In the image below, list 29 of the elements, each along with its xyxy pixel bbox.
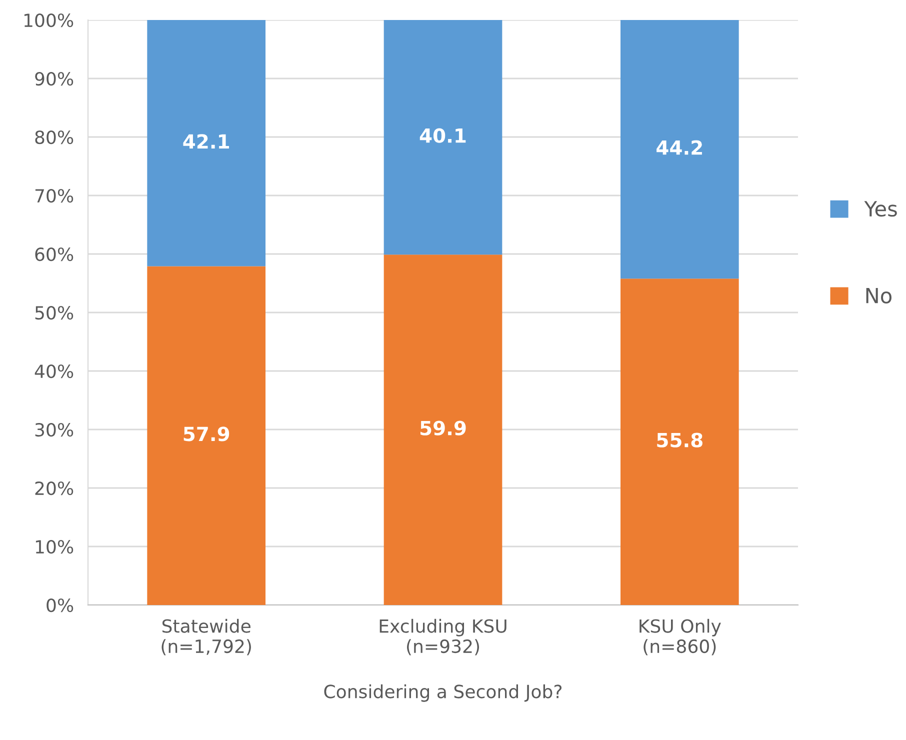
y-tick-label: 40% [34, 364, 74, 378]
bar [384, 20, 502, 255]
bar [620, 278, 739, 605]
y-tick-label: 90% [35, 72, 74, 86]
data-label: 57.9 [184, 426, 230, 442]
y-tick-label: 70% [35, 188, 74, 203]
y-tick-label: 30% [35, 422, 74, 437]
data-label: 42.1 [183, 134, 229, 149]
data-label: 59.9 [420, 420, 466, 436]
bar [620, 20, 739, 279]
bar [147, 20, 266, 266]
legend-label: No [866, 288, 892, 304]
y-tick-label: 10% [36, 540, 74, 554]
legend-label: Yes [864, 201, 897, 217]
bar [384, 254, 502, 605]
y-tick-label: 100% [24, 13, 74, 28]
data-label: 44.2 [656, 140, 702, 155]
x-tick-label: Excluding KSU (n=932) [380, 618, 506, 656]
data-label: 55.8 [657, 432, 702, 448]
data-label: 40.1 [420, 128, 466, 143]
y-tick-label: 20% [35, 481, 74, 496]
y-tick-label: 80% [35, 130, 74, 144]
bar [147, 266, 266, 605]
x-tick-label: Statewide (n=1,792) [162, 618, 251, 656]
x-axis-title: Considering a Second Job? [324, 684, 562, 702]
y-tick-label: 50% [35, 306, 74, 320]
x-tick-label: KSU Only (n=860) [640, 618, 721, 656]
y-tick-label: 60% [35, 247, 74, 262]
y-tick-label: 0% [46, 598, 74, 612]
